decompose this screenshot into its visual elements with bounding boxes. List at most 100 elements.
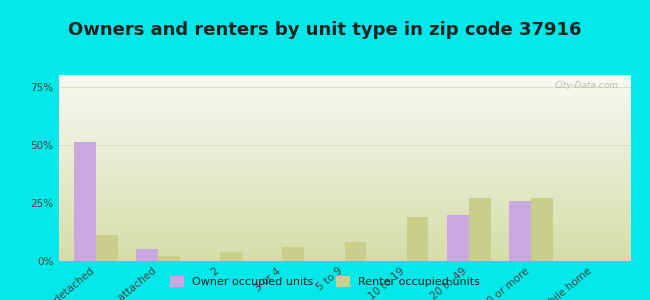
Bar xyxy=(58,209,630,211)
Bar xyxy=(58,88,630,90)
Bar xyxy=(58,133,630,134)
Bar xyxy=(58,157,630,159)
Bar xyxy=(58,213,630,214)
Bar xyxy=(58,218,630,220)
Bar xyxy=(531,198,552,261)
Bar xyxy=(58,235,630,237)
Bar xyxy=(58,190,630,192)
Bar xyxy=(58,233,630,235)
Bar xyxy=(58,205,630,207)
Bar xyxy=(58,127,630,129)
Bar xyxy=(58,231,630,233)
Bar xyxy=(58,144,630,146)
Bar xyxy=(58,177,630,179)
Bar xyxy=(58,84,630,86)
Bar xyxy=(58,237,630,239)
Bar xyxy=(58,105,630,106)
Bar xyxy=(58,101,630,103)
Bar xyxy=(58,103,630,105)
Text: City-Data.com: City-Data.com xyxy=(555,81,619,90)
Bar xyxy=(96,236,118,261)
Bar xyxy=(58,183,630,185)
Bar xyxy=(58,185,630,187)
Bar xyxy=(58,109,630,110)
Bar xyxy=(58,246,630,248)
Bar xyxy=(447,214,469,261)
Bar xyxy=(344,242,366,261)
Bar xyxy=(58,172,630,174)
Bar xyxy=(58,170,630,172)
Bar xyxy=(58,200,630,202)
Bar xyxy=(58,239,630,241)
Bar xyxy=(58,81,630,82)
Bar xyxy=(58,94,630,95)
Bar xyxy=(58,164,630,166)
Bar xyxy=(58,187,630,188)
Bar xyxy=(58,181,630,183)
Bar xyxy=(58,114,630,116)
Bar xyxy=(58,118,630,120)
Bar xyxy=(58,159,630,161)
Bar xyxy=(58,112,630,114)
Bar xyxy=(58,136,630,138)
Bar xyxy=(58,129,630,131)
Bar xyxy=(58,168,630,170)
Legend: Owner occupied units, Renter occupied units: Owner occupied units, Renter occupied un… xyxy=(166,272,484,291)
Bar xyxy=(58,146,630,148)
Bar xyxy=(58,138,630,140)
Bar xyxy=(158,256,180,261)
Bar xyxy=(58,242,630,244)
Bar xyxy=(58,211,630,213)
Bar xyxy=(282,247,304,261)
Bar xyxy=(58,155,630,157)
Bar xyxy=(58,142,630,144)
Text: Owners and renters by unit type in zip code 37916: Owners and renters by unit type in zip c… xyxy=(68,21,582,39)
Bar xyxy=(58,77,630,79)
Bar xyxy=(58,244,630,246)
Bar xyxy=(58,75,630,77)
Bar xyxy=(58,92,630,94)
Bar xyxy=(58,254,630,255)
Bar xyxy=(469,198,491,261)
Bar xyxy=(58,248,630,250)
Bar xyxy=(58,125,630,127)
Bar xyxy=(74,142,96,261)
Bar xyxy=(58,95,630,97)
Bar xyxy=(58,174,630,176)
Bar xyxy=(58,151,630,153)
Bar xyxy=(58,222,630,224)
Bar xyxy=(58,79,630,81)
Bar xyxy=(58,179,630,181)
Bar xyxy=(58,140,630,142)
Bar xyxy=(220,252,242,261)
Bar xyxy=(58,99,630,101)
Bar xyxy=(58,220,630,222)
Bar xyxy=(58,116,630,118)
Bar xyxy=(58,259,630,261)
Bar xyxy=(509,200,531,261)
Bar xyxy=(58,196,630,198)
Bar xyxy=(58,216,630,218)
Bar xyxy=(58,176,630,177)
Bar xyxy=(136,249,158,261)
Bar xyxy=(58,257,630,259)
Bar xyxy=(58,148,630,149)
Bar xyxy=(58,90,630,92)
Bar xyxy=(58,160,630,162)
Bar xyxy=(58,227,630,230)
Bar xyxy=(58,202,630,203)
Bar xyxy=(58,198,630,200)
Bar xyxy=(407,217,428,261)
Bar xyxy=(58,250,630,252)
Bar xyxy=(58,207,630,209)
Bar xyxy=(58,82,630,84)
Bar xyxy=(58,241,630,242)
Bar xyxy=(58,110,630,112)
Bar xyxy=(58,255,630,257)
Bar xyxy=(58,162,630,164)
Bar xyxy=(58,192,630,194)
Bar xyxy=(58,194,630,196)
Bar xyxy=(58,252,630,254)
Bar xyxy=(58,230,630,231)
Bar xyxy=(58,214,630,216)
